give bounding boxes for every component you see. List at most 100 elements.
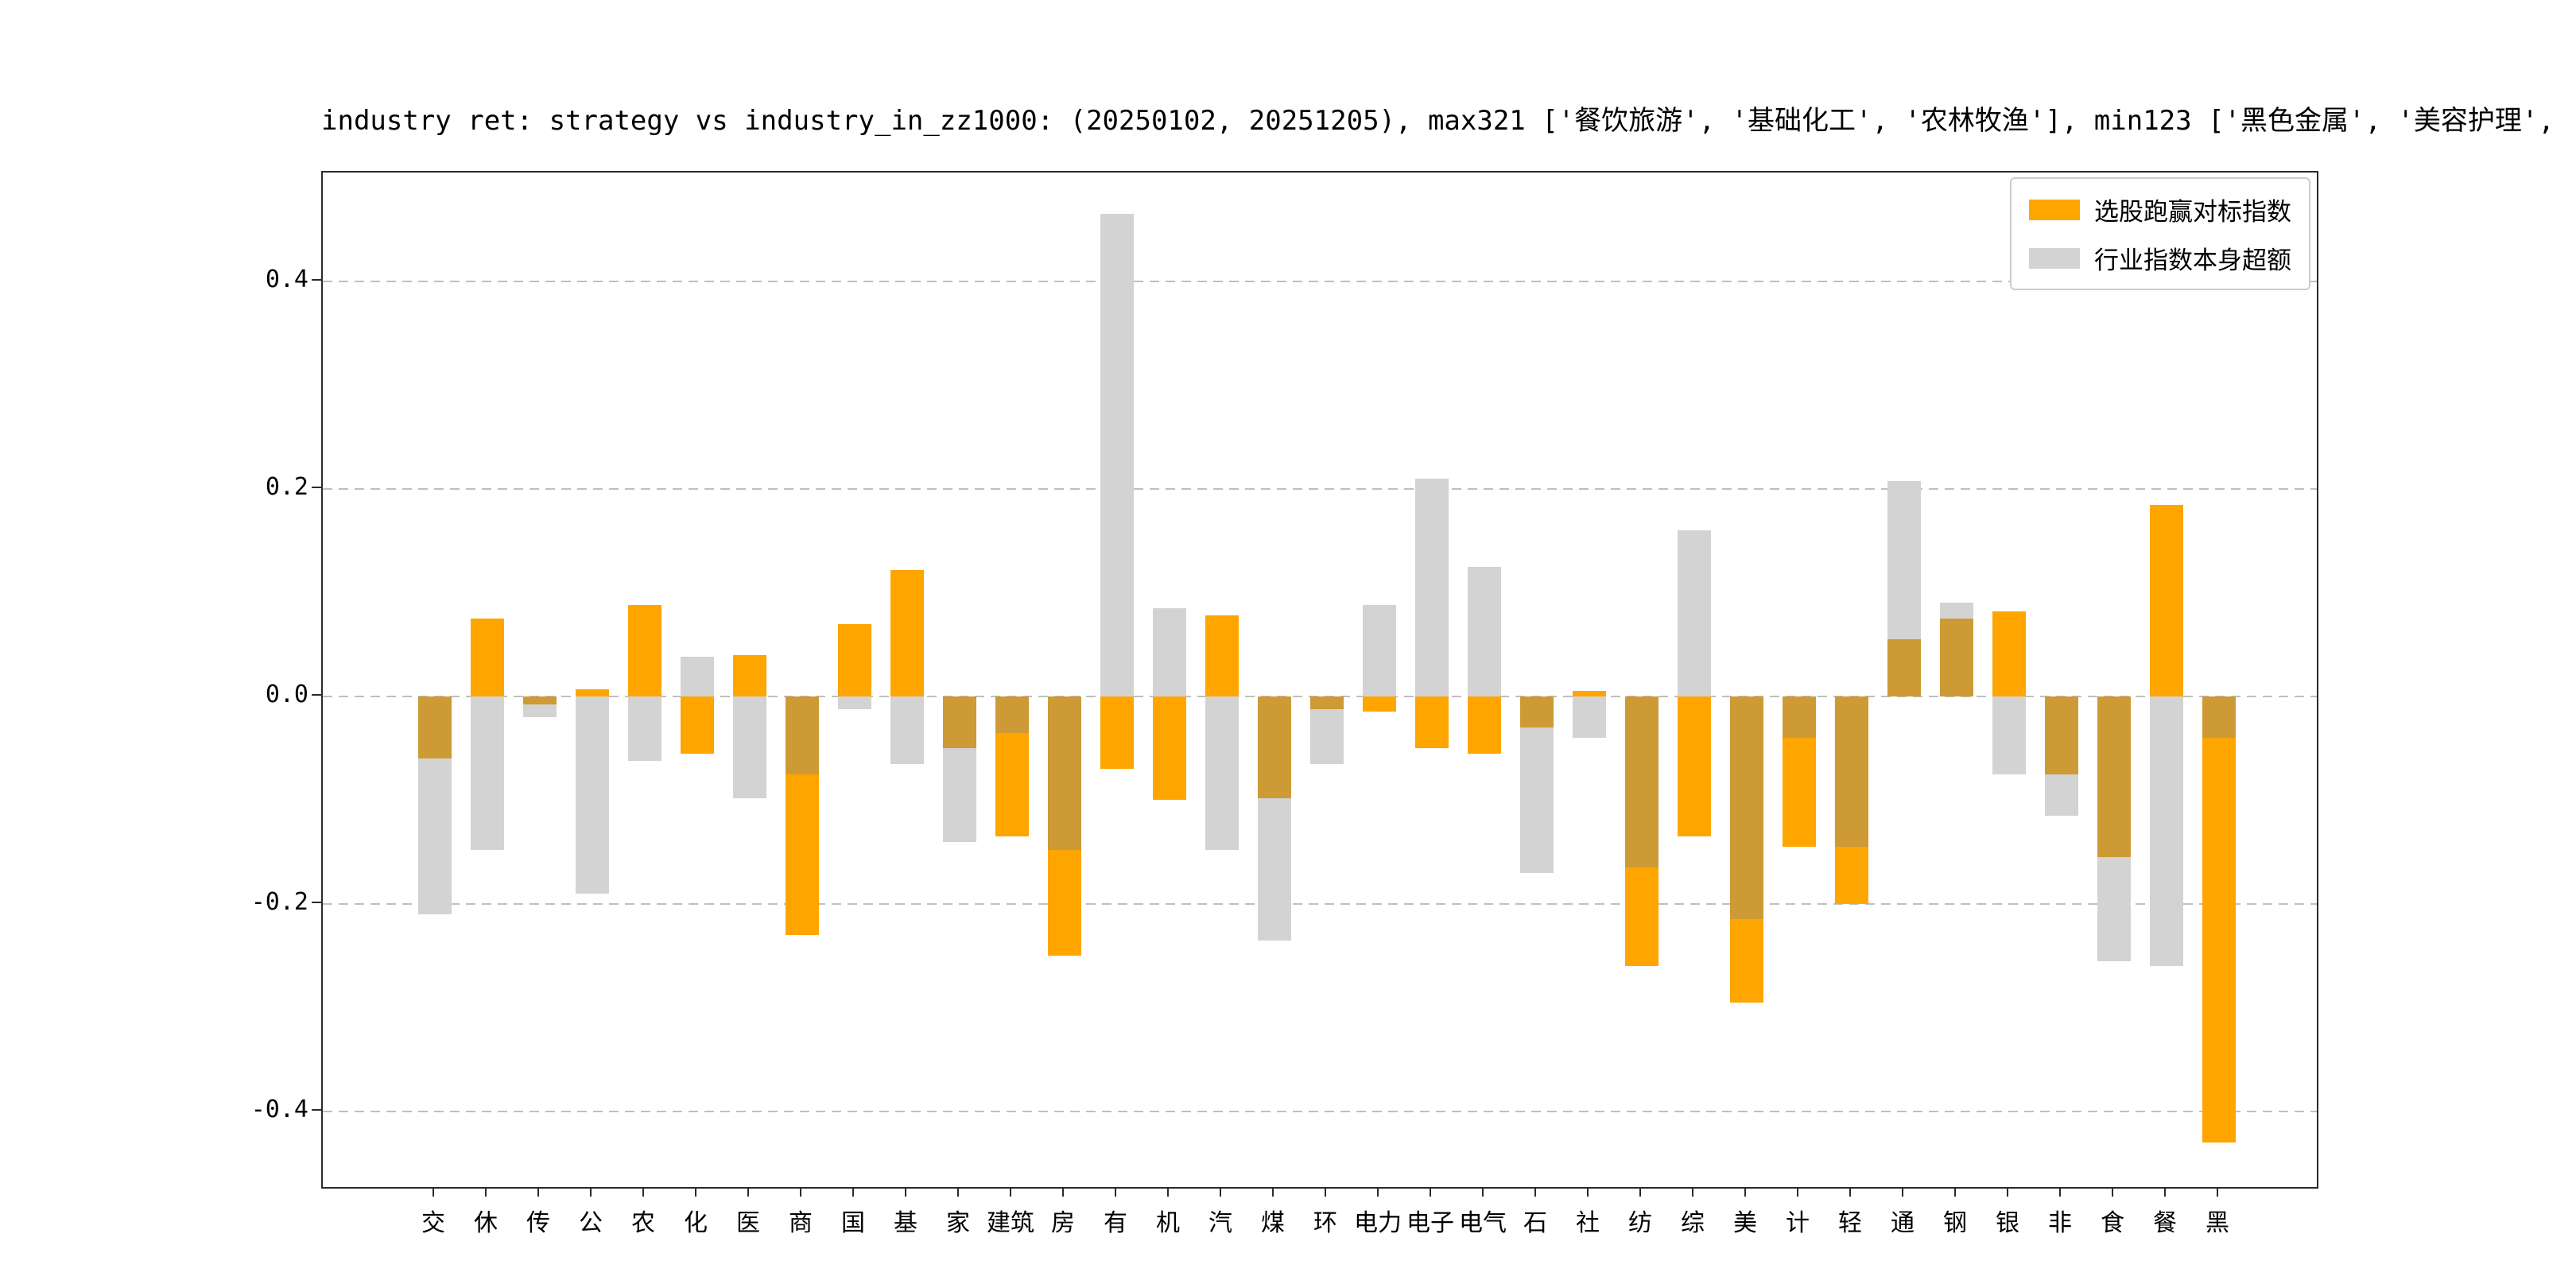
x-tick-label: 钢 xyxy=(1943,1209,1967,1237)
bar-overlap xyxy=(1048,696,1081,850)
x-tick-label: 社 xyxy=(1576,1209,1600,1237)
bar-strategy xyxy=(1153,696,1186,801)
x-tick-mark xyxy=(1587,1189,1589,1197)
bar-overlap xyxy=(786,696,819,774)
legend-swatch-industry xyxy=(2029,247,2080,269)
x-tick-mark xyxy=(1482,1189,1484,1197)
bar-industry xyxy=(838,696,871,709)
x-tick-label: 非 xyxy=(2048,1209,2072,1237)
chart-title: industry ret: strategy vs industry_in_zz… xyxy=(321,105,2576,137)
legend-swatch-strategy xyxy=(2029,199,2080,220)
bar-strategy xyxy=(995,732,1029,837)
x-tick-label: 交 xyxy=(421,1209,445,1237)
bar-industry xyxy=(576,696,609,894)
bar-industry xyxy=(471,696,504,850)
x-tick-mark xyxy=(433,1189,434,1197)
x-tick-mark xyxy=(1062,1189,1064,1197)
x-tick-mark xyxy=(1902,1189,1903,1197)
bar-strategy xyxy=(1730,919,1763,1003)
bar-industry xyxy=(1887,480,1921,640)
bar-strategy xyxy=(838,623,871,696)
bar-industry xyxy=(1363,605,1396,696)
bar-strategy xyxy=(890,569,924,696)
bar-industry xyxy=(1468,566,1501,696)
y-tick-mark xyxy=(312,486,321,488)
x-tick-mark xyxy=(485,1189,487,1197)
y-tick-mark xyxy=(312,1108,321,1111)
x-tick-label: 休 xyxy=(474,1209,498,1237)
x-tick-label: 计 xyxy=(1786,1209,1810,1237)
bar-industry xyxy=(733,696,766,798)
bar-strategy xyxy=(1783,738,1816,848)
bar-industry xyxy=(1940,603,1973,619)
x-tick-mark xyxy=(1115,1189,1116,1197)
bar-industry xyxy=(1992,696,2026,774)
x-tick-label: 建筑 xyxy=(987,1209,1034,1237)
bar-strategy xyxy=(1363,696,1396,712)
x-tick-label: 传 xyxy=(526,1209,550,1237)
bar-industry xyxy=(523,704,557,717)
x-tick-label: 食 xyxy=(2101,1209,2124,1237)
bar-industry xyxy=(2045,774,2078,816)
bar-strategy xyxy=(1468,696,1501,754)
bar-overlap xyxy=(2097,696,2131,858)
x-tick-mark xyxy=(1639,1189,1641,1197)
bar-industry xyxy=(1573,696,1606,739)
bar-industry xyxy=(1678,530,1711,696)
x-tick-label: 餐 xyxy=(2153,1209,2177,1237)
bar-overlap xyxy=(1310,696,1344,709)
x-tick-mark xyxy=(2112,1189,2113,1197)
x-tick-mark xyxy=(800,1189,801,1197)
y-tick-mark xyxy=(312,279,321,281)
y-tick-label: 0.0 xyxy=(265,680,308,708)
bar-overlap xyxy=(2202,696,2236,739)
x-tick-label: 电气 xyxy=(1459,1209,1507,1237)
bar-overlap xyxy=(1730,696,1763,920)
x-tick-mark xyxy=(642,1189,644,1197)
bar-strategy xyxy=(1100,696,1134,770)
x-tick-mark xyxy=(1954,1189,1956,1197)
x-tick-mark xyxy=(957,1189,959,1197)
y-tick-mark xyxy=(312,901,321,903)
bar-strategy xyxy=(1205,615,1239,696)
legend-item-industry: 行业指数本身超额 xyxy=(2029,240,2291,276)
bar-strategy xyxy=(681,696,714,754)
gridline xyxy=(323,281,2317,282)
x-tick-label: 石 xyxy=(1523,1209,1547,1237)
x-tick-mark xyxy=(695,1189,696,1197)
x-tick-label: 房 xyxy=(1051,1209,1075,1237)
x-tick-mark xyxy=(537,1189,539,1197)
bar-industry xyxy=(1258,797,1291,941)
bar-industry xyxy=(1310,708,1344,764)
bar-strategy xyxy=(733,654,766,696)
bar-industry xyxy=(628,696,661,761)
legend-label-strategy: 选股跑赢对标指数 xyxy=(2094,198,2291,227)
gridline xyxy=(323,487,2317,490)
x-tick-mark xyxy=(1849,1189,1851,1197)
bar-strategy xyxy=(1678,696,1711,837)
x-tick-label: 商 xyxy=(789,1209,813,1237)
x-tick-mark xyxy=(1010,1189,1011,1197)
bar-overlap xyxy=(943,696,976,749)
x-tick-mark xyxy=(2059,1189,2061,1197)
bar-strategy xyxy=(1415,696,1449,749)
x-tick-mark xyxy=(2164,1189,2166,1197)
x-tick-label: 公 xyxy=(579,1209,603,1237)
x-tick-label: 国 xyxy=(841,1209,865,1237)
x-tick-label: 煤 xyxy=(1261,1209,1285,1237)
x-tick-mark xyxy=(2007,1189,2008,1197)
bar-overlap xyxy=(523,696,557,705)
x-tick-label: 黑 xyxy=(2206,1209,2229,1237)
x-tick-label: 农 xyxy=(631,1209,655,1237)
bar-overlap xyxy=(418,696,452,759)
bar-overlap xyxy=(1783,696,1816,739)
bar-strategy xyxy=(1625,867,1658,967)
x-tick-mark xyxy=(905,1189,906,1197)
y-tick-label: 0.2 xyxy=(265,472,308,501)
x-tick-label: 轻 xyxy=(1838,1209,1862,1237)
x-tick-mark xyxy=(747,1189,749,1197)
x-tick-label: 通 xyxy=(1891,1209,1915,1237)
bar-overlap xyxy=(995,696,1029,733)
bar-industry xyxy=(890,696,924,764)
